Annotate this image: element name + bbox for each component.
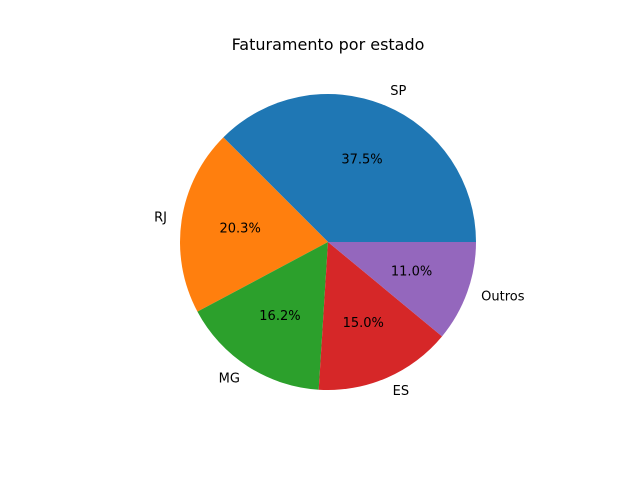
pie-slice-mg: [197, 242, 328, 390]
slice-label-es: ES: [393, 384, 409, 399]
slice-label-sp: SP: [390, 84, 406, 99]
slice-label-rj: RJ: [154, 211, 167, 226]
slice-label-outros: Outros: [481, 290, 525, 305]
slice-percent-mg: 16.2%: [259, 309, 300, 324]
pie-slice-sp: [223, 94, 476, 242]
slice-percent-rj: 20.3%: [220, 221, 261, 236]
pie-slice-outros: [328, 242, 476, 337]
chart-title: Faturamento por estado: [232, 35, 425, 54]
slice-percent-outros: 11.0%: [391, 265, 432, 280]
slice-percent-es: 15.0%: [343, 316, 384, 331]
slice-percent-sp: 37.5%: [341, 152, 382, 167]
pie-slices: [180, 94, 476, 391]
pie-labels: SP 37.5% RJ 20.3% MG 16.2% ES 15.0% Outros 11.0%: [154, 84, 525, 399]
pie-slice-es: [318, 242, 443, 391]
pie-slice-rj: [180, 137, 328, 312]
slice-label-mg: MG: [219, 371, 240, 386]
